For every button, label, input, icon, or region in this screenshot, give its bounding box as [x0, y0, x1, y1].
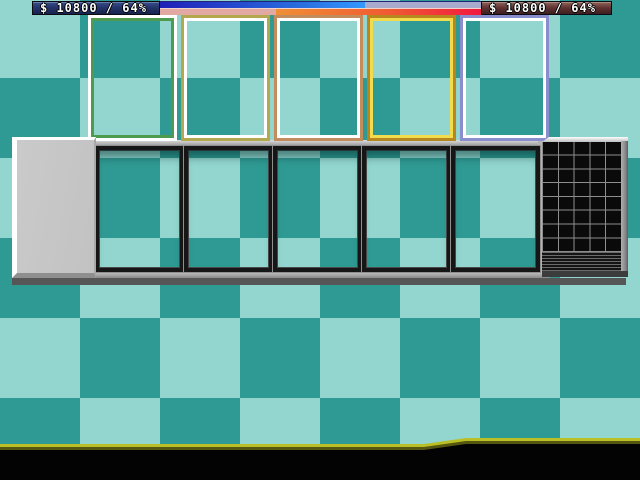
card-tray-top-edge [90, 140, 550, 146]
deck-right-side [621, 141, 628, 271]
card-frame-khaki [181, 15, 270, 141]
duel-progress-bar [160, 1, 481, 15]
blank-card[interactable] [12, 137, 96, 278]
card-row-shadow [12, 278, 626, 285]
card-deck[interactable] [542, 137, 628, 277]
deck-bottom-edge [542, 271, 628, 277]
card-frame-gold [367, 15, 456, 141]
card-frame-tan [274, 15, 363, 141]
duel-bar-top-row [160, 1, 481, 8]
duel-bar-bottom-row [160, 8, 481, 15]
duel-bar-left-empty [365, 2, 481, 8]
duel-bar-left-fill [160, 2, 366, 8]
card-tray-bottom-edge [90, 272, 550, 278]
deck-top-bevel [542, 137, 628, 142]
card-slot-5[interactable] [451, 146, 540, 272]
deck-grid-back [542, 142, 621, 252]
deck-stack-edges [542, 252, 621, 271]
card-slot-1[interactable] [95, 146, 184, 272]
duel-bar-right-fill [275, 9, 481, 15]
card-slot-2[interactable] [184, 146, 273, 272]
player-left-score: $ 10800 / 64% [32, 1, 160, 15]
card-frame-periwinkle [460, 15, 549, 141]
card-slot-3[interactable] [273, 146, 362, 272]
player-right-score: $ 10800 / 64% [481, 1, 612, 15]
card-slot-4[interactable] [362, 146, 451, 272]
card-frame-green [88, 15, 177, 141]
duel-bar-right-empty [160, 9, 276, 15]
